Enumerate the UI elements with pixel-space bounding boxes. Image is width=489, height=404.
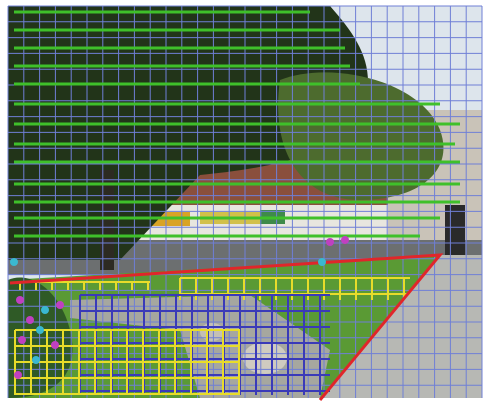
marker-dot — [341, 236, 349, 244]
marker-dot — [16, 296, 24, 304]
marker-dot — [51, 341, 59, 349]
marker-dot — [56, 301, 64, 309]
kiosk — [445, 205, 465, 255]
marker-dot — [10, 258, 18, 266]
marker-dot — [18, 336, 26, 344]
tree-trunk — [100, 170, 114, 270]
marker-dot — [36, 326, 44, 334]
marker-dot — [318, 258, 326, 266]
marker-dot — [326, 238, 334, 246]
marker-dot — [32, 356, 40, 364]
overlay — [7, 5, 483, 401]
marker-dot — [14, 371, 22, 379]
boundary-line — [9, 253, 444, 401]
marker-dot — [26, 316, 34, 324]
marker-dot — [41, 306, 49, 314]
